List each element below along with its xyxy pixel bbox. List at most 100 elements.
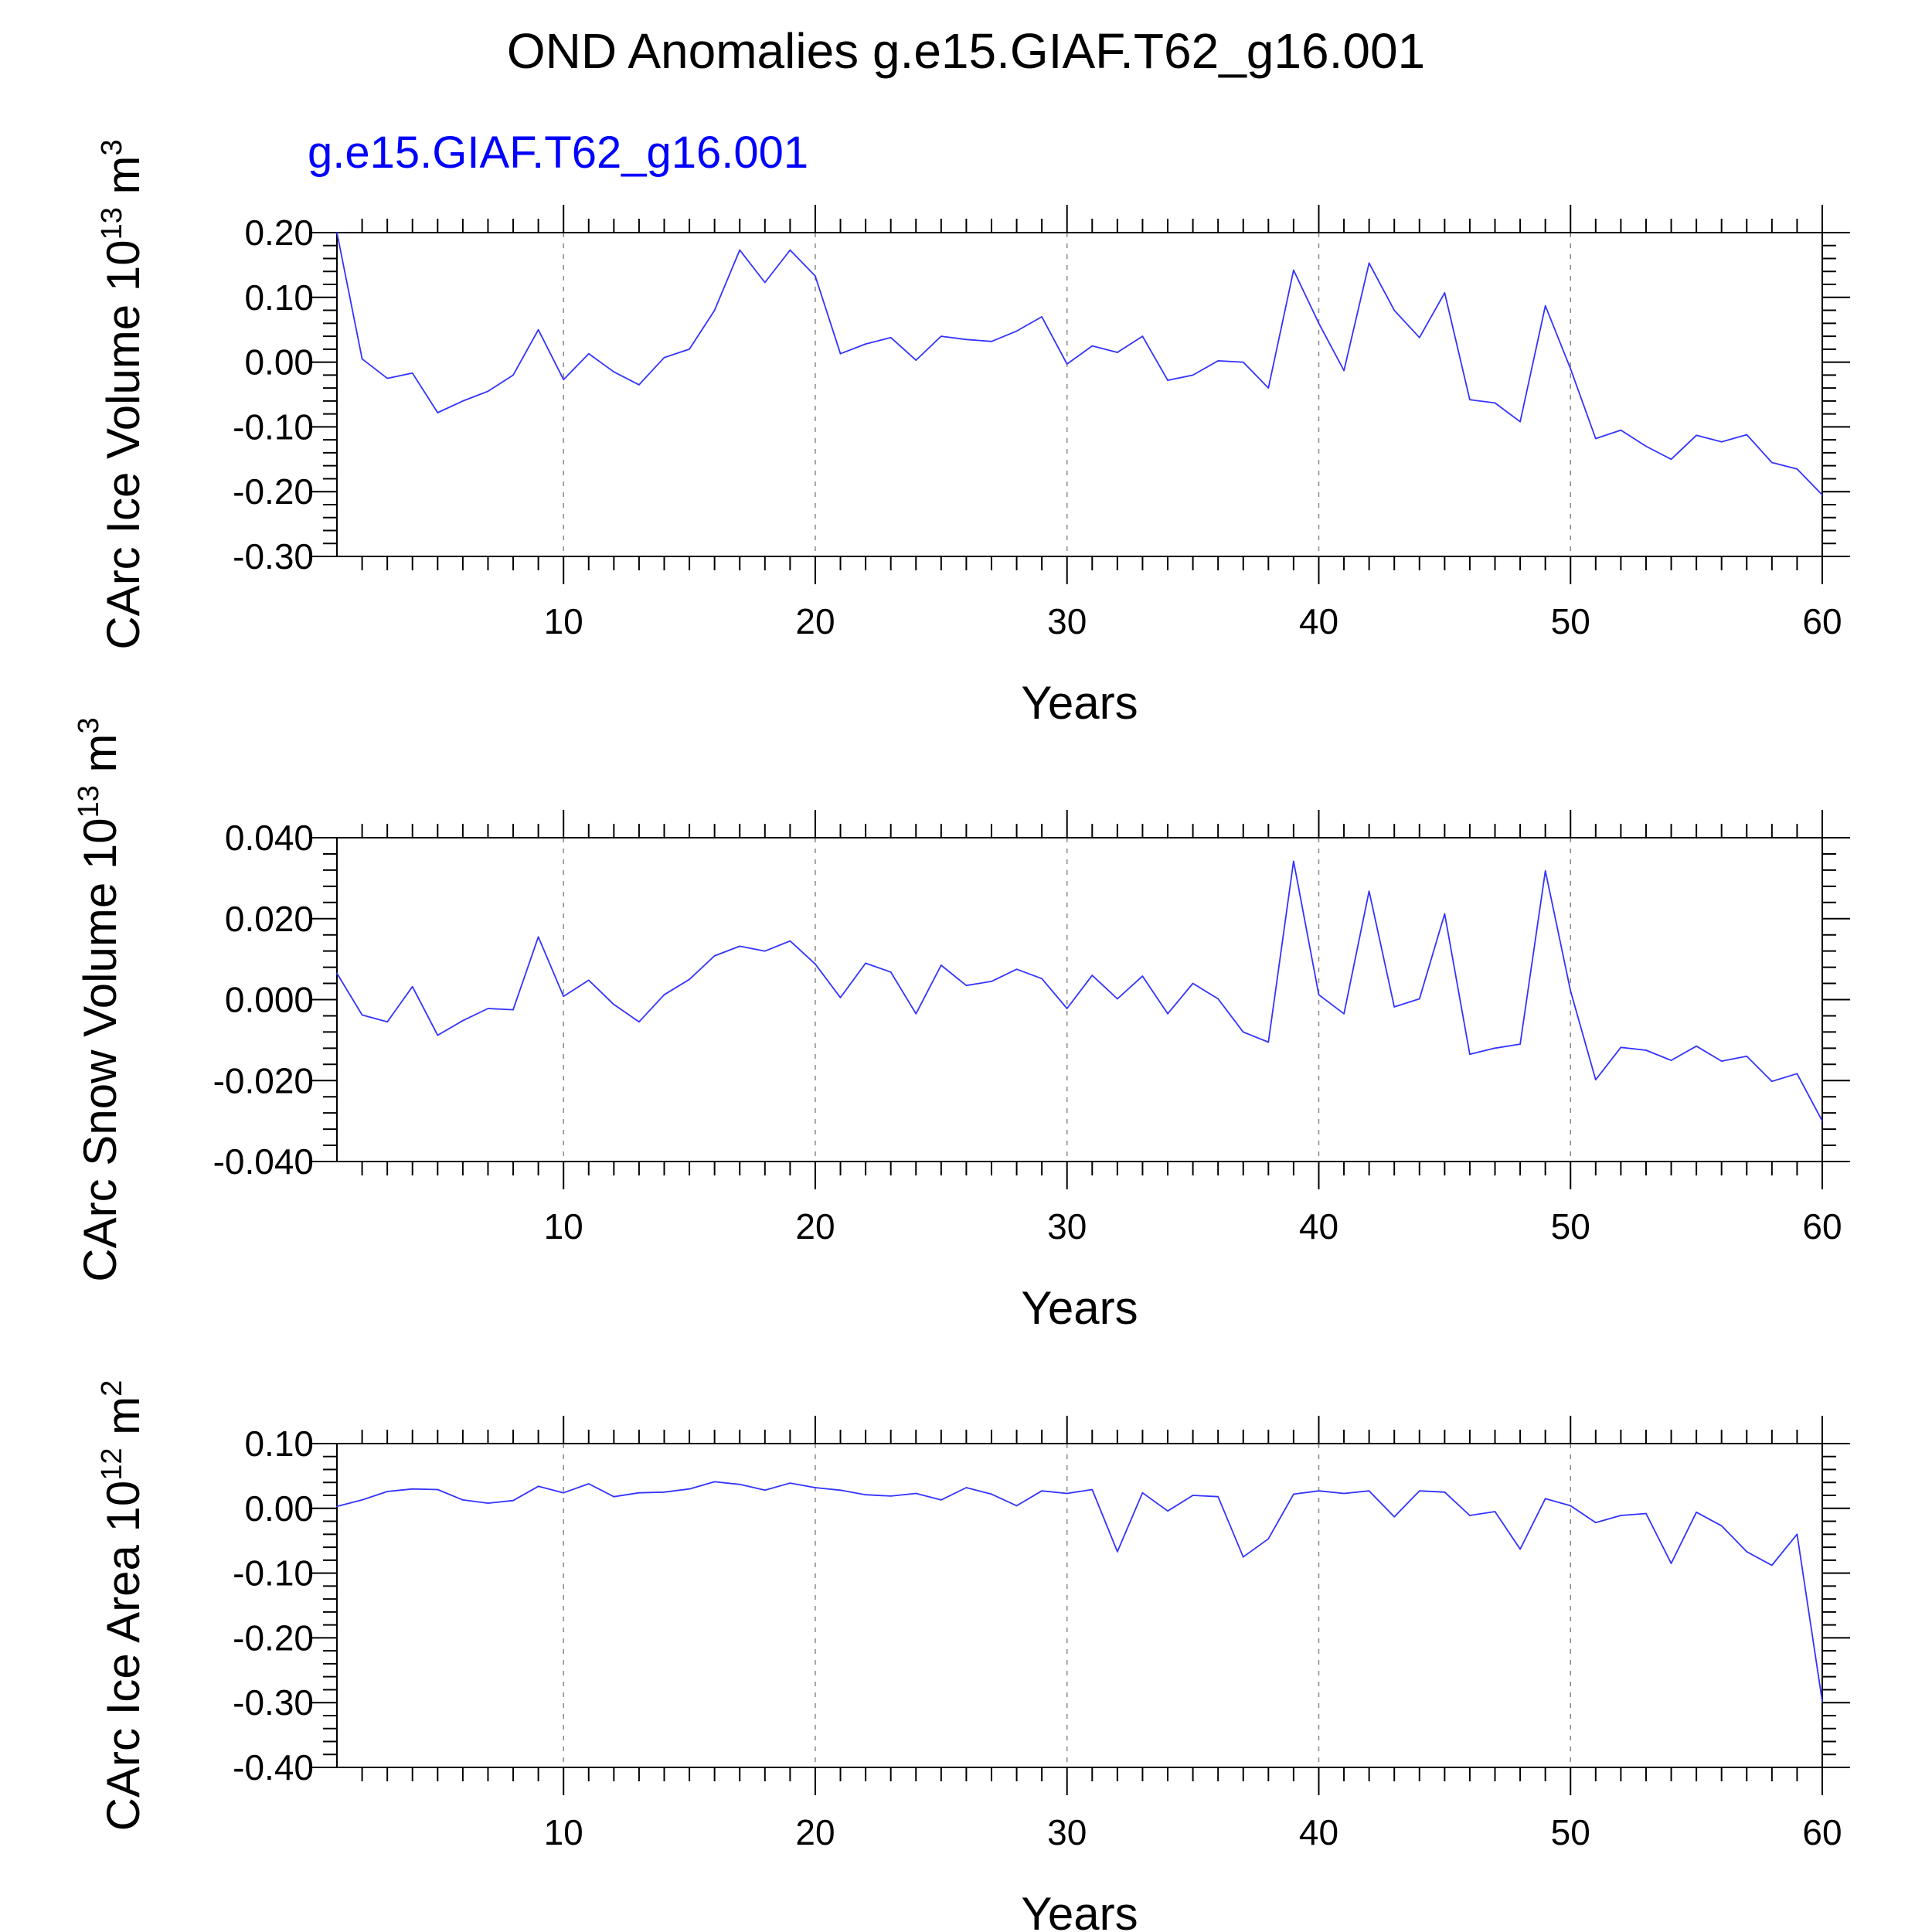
data-point	[991, 981, 992, 982]
y-axis-label-part: m	[74, 733, 126, 785]
data-point	[739, 945, 741, 947]
data-point	[889, 1495, 892, 1497]
data-point	[865, 962, 866, 964]
x-tick-label: 30	[1047, 1206, 1087, 1247]
data-point	[1368, 890, 1370, 892]
data-point	[1015, 330, 1018, 332]
y-tick-label: 0.00	[244, 1488, 314, 1529]
x-tick-label: 40	[1299, 1206, 1338, 1247]
data-point	[1368, 262, 1370, 264]
data-point	[1267, 1041, 1270, 1043]
y-axis-label: CArc Ice Area 1012 m2	[96, 1380, 149, 1832]
data-point	[1746, 1551, 1748, 1553]
data-point	[1117, 352, 1118, 353]
data-point	[1242, 1556, 1244, 1558]
x-axis-label: Years	[1021, 1888, 1138, 1932]
data-point	[587, 979, 590, 981]
data-point	[789, 1482, 791, 1484]
data-point	[512, 374, 514, 376]
data-point	[1167, 379, 1168, 381]
data-point	[1670, 1060, 1672, 1061]
data-point	[411, 985, 413, 988]
data-point	[991, 1493, 992, 1495]
plot-frame	[336, 1443, 1823, 1768]
data-point	[1015, 968, 1018, 971]
x-axis-label: Years	[1021, 1282, 1138, 1334]
data-point	[1242, 1031, 1244, 1033]
data-point	[1746, 434, 1748, 436]
y-axis-label-part: m	[97, 155, 149, 207]
data-point	[940, 1499, 942, 1501]
data-point	[1670, 1563, 1672, 1564]
data-point	[1293, 860, 1294, 862]
data-point	[386, 1491, 388, 1492]
data-point	[462, 1499, 464, 1501]
data-point	[638, 1492, 640, 1494]
data-point	[865, 343, 866, 345]
y-axis-label-superscript: 3	[73, 717, 105, 733]
panels-group: 10 20 30 40 50 60 -0.30 -0.20 -0.10 0.00 0.10 0.20 Y…	[73, 139, 1850, 1932]
data-point	[1771, 461, 1773, 464]
data-point	[1267, 1538, 1270, 1539]
data-point	[1595, 1079, 1597, 1081]
data-point	[1645, 1512, 1647, 1515]
data-point	[411, 372, 413, 374]
data-point	[386, 377, 388, 379]
chart-panel-1: 10 20 30 40 50 60 -0.30 -0.20 -0.10 0.00 0.10 0.20 Y…	[96, 139, 1850, 729]
data-point	[537, 936, 539, 938]
data-point	[613, 1495, 615, 1498]
data-point	[1393, 309, 1396, 311]
data-point	[689, 978, 690, 981]
data-point	[1444, 1492, 1446, 1493]
data-point	[411, 1488, 413, 1490]
data-point	[1620, 429, 1622, 431]
data-point	[1570, 1505, 1572, 1507]
data-point	[537, 1485, 539, 1488]
data-point	[1494, 402, 1496, 404]
y-axis-label: CArc Ice Volume 1013 m3	[96, 139, 149, 649]
data-point	[764, 1489, 766, 1492]
y-tick-label: -0.020	[213, 1060, 314, 1100]
data-point	[764, 281, 766, 284]
y-tick-label: 0.10	[244, 277, 314, 318]
data-point	[789, 940, 791, 942]
data-point	[1192, 1495, 1194, 1496]
data-point	[739, 1483, 741, 1485]
data-point	[1066, 1008, 1068, 1009]
data-point	[1041, 1490, 1043, 1492]
data-point	[1696, 1512, 1697, 1513]
data-point	[1696, 1045, 1697, 1047]
data-point	[336, 1505, 338, 1508]
data-point	[1293, 1493, 1294, 1495]
data-point	[1595, 1522, 1597, 1524]
data-point	[1141, 1492, 1144, 1494]
data-point	[1167, 1013, 1168, 1015]
data-point	[713, 955, 716, 957]
data-point	[1015, 1505, 1018, 1507]
data-point	[487, 1502, 489, 1504]
data-point	[739, 249, 741, 251]
data-point	[1519, 1043, 1521, 1045]
data-point	[915, 1013, 917, 1015]
x-tick-label: 10	[544, 1206, 583, 1247]
x-tick-label: 10	[544, 601, 583, 641]
y-tick-label: -0.40	[233, 1747, 314, 1787]
data-point	[663, 1492, 665, 1493]
y-axis-label-part: CArc Ice Volume 10	[97, 240, 149, 649]
data-point	[839, 1489, 842, 1492]
data-point	[1066, 363, 1068, 365]
data-point	[437, 1488, 439, 1491]
data-point	[1645, 445, 1647, 447]
y-tick-label: -0.20	[233, 1617, 314, 1658]
data-point	[512, 1009, 514, 1011]
y-axis-label-part: CArc Ice Area 10	[97, 1481, 149, 1832]
data-point	[1796, 468, 1798, 470]
y-axis-label: CArc Snow Volume 1013 m3	[73, 717, 126, 1281]
data-point	[487, 390, 489, 393]
data-point	[1645, 1049, 1647, 1051]
data-point	[487, 1008, 489, 1009]
page-title: OND Anomalies g.e15.GIAF.T62_g16.001	[507, 23, 1425, 79]
y-tick-label: -0.20	[233, 471, 314, 512]
data-point	[1343, 369, 1345, 372]
data-point	[915, 359, 917, 361]
